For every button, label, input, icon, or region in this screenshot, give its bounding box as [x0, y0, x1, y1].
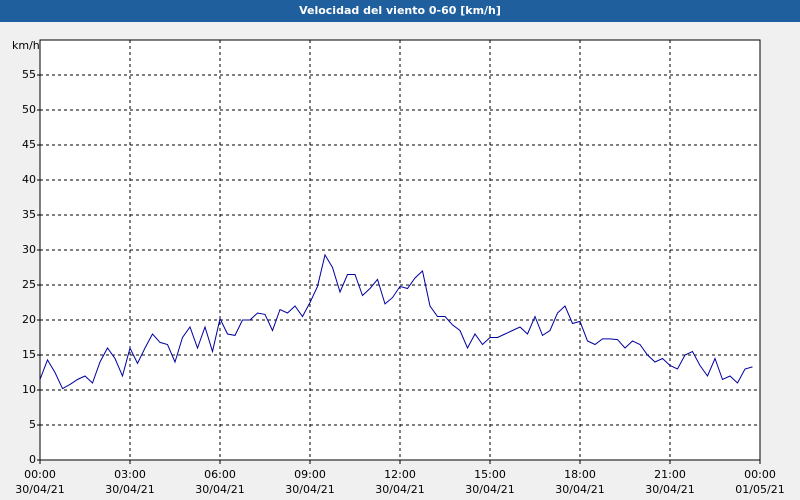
y-tick-label: 15 [22, 348, 36, 361]
y-tick-label: 35 [22, 208, 36, 221]
x-tick-label: 00:00 [24, 468, 56, 481]
y-tick-label: 10 [22, 383, 36, 396]
x-tick-label: 01/05/21 [735, 483, 784, 496]
x-tick-label: 03:00 [114, 468, 146, 481]
x-tick-label: 30/04/21 [105, 483, 154, 496]
y-tick-label: 20 [22, 313, 36, 326]
y-axis-label: km/h [12, 39, 40, 52]
y-tick-label: 5 [29, 418, 36, 431]
x-tick-label: 30/04/21 [375, 483, 424, 496]
x-tick-label: 30/04/21 [555, 483, 604, 496]
x-tick-label: 00:00 [744, 468, 776, 481]
title-bar [0, 0, 800, 22]
x-tick-label: 30/04/21 [285, 483, 334, 496]
x-tick-label: 30/04/21 [465, 483, 514, 496]
y-tick-label: 25 [22, 278, 36, 291]
x-tick-label: 09:00 [294, 468, 326, 481]
x-tick-label: 06:00 [204, 468, 236, 481]
chart-title: Velocidad del viento 0-60 [km/h] [299, 4, 501, 17]
x-tick-label: 21:00 [654, 468, 686, 481]
x-tick-label: 15:00 [474, 468, 506, 481]
y-tick-label: 55 [22, 68, 36, 81]
x-tick-label: 30/04/21 [195, 483, 244, 496]
x-tick-label: 12:00 [384, 468, 416, 481]
y-tick-label: 30 [22, 243, 36, 256]
x-tick-label: 18:00 [564, 468, 596, 481]
y-tick-label: 40 [22, 173, 36, 186]
y-tick-label: 50 [22, 103, 36, 116]
plot-border [39, 39, 761, 461]
y-tick-label: 45 [22, 138, 36, 151]
y-tick-label: 0 [29, 453, 36, 466]
x-tick-label: 30/04/21 [15, 483, 64, 496]
line [39, 253, 753, 390]
x-tick-label: 30/04/21 [645, 483, 694, 496]
